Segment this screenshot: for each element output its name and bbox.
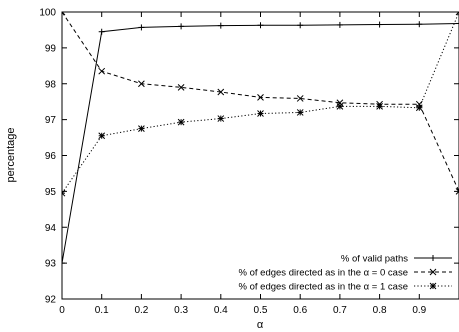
series-line-3 [62, 12, 459, 194]
data-point [376, 102, 383, 110]
data-point [456, 20, 459, 27]
x-tick-label: 0.1 [95, 305, 109, 316]
x-axis-title: α [257, 319, 264, 331]
data-point [257, 94, 264, 101]
data-point [138, 80, 145, 88]
legend-entry: % of edges directed as in the α = 0 case [239, 268, 452, 279]
data-point [416, 21, 423, 28]
data-point [178, 23, 185, 30]
data-point [336, 21, 343, 28]
series-line-2 [62, 12, 459, 192]
y-tick-label: 93 [45, 259, 57, 270]
data-point [257, 110, 264, 117]
data-point [217, 115, 225, 122]
x-axis: 0 0.1 0.2 0.3 0.4 0.5 0.6 0.7 0.8 0.9 [59, 12, 427, 316]
y-axis-title: percentage [5, 127, 17, 182]
data-point [217, 22, 224, 29]
data-point [336, 102, 344, 110]
data-point [257, 22, 264, 29]
data-point [98, 28, 105, 35]
x-tick-label: 0.8 [373, 305, 387, 316]
x-tick-label: 0.9 [412, 305, 426, 316]
data-point [98, 132, 106, 140]
x-tick-label: 0 [59, 305, 65, 316]
data-point [455, 12, 459, 16]
data-point [297, 22, 304, 29]
data-point [62, 189, 66, 197]
y-tick-label: 95 [45, 187, 57, 198]
data-point [296, 95, 304, 102]
x-tick-label: 0.3 [174, 305, 188, 316]
data-point [430, 255, 436, 261]
y-tick-label: 92 [45, 295, 57, 306]
legend-label: % of edges directed as in the α = 1 case [239, 282, 408, 293]
data-point [415, 104, 423, 112]
data-point [177, 83, 185, 91]
data-point [177, 118, 185, 126]
data-point [296, 109, 304, 116]
x-tick-label: 0.6 [293, 305, 307, 316]
legend-label: % of edges directed as in the α = 0 case [239, 268, 408, 279]
y-tick-label: 96 [45, 151, 57, 162]
legend-entry: % of edges directed as in the α = 1 case [239, 282, 452, 293]
x-tick-label: 0.5 [254, 305, 268, 316]
data-point [138, 125, 145, 132]
legend: % of valid paths % of edges directed as i… [239, 254, 452, 293]
legend-label: % of valid paths [341, 254, 408, 265]
data-point [98, 67, 106, 75]
data-point [429, 282, 437, 290]
series-layer [62, 12, 459, 267]
x-tick-label: 0.7 [333, 305, 347, 316]
y-tick-label: 98 [45, 79, 57, 90]
data-point [62, 260, 65, 267]
y-tick-label: 99 [45, 43, 57, 54]
legend-entry: % of valid paths [341, 254, 452, 265]
y-tick-label: 97 [45, 115, 57, 126]
data-point [62, 12, 66, 16]
data-point [429, 268, 437, 276]
x-tick-label: 0.4 [214, 305, 228, 316]
y-tick-label: 94 [45, 223, 57, 234]
x-tick-label: 0.2 [134, 305, 148, 316]
series-line-1 [62, 22, 459, 264]
data-point [217, 88, 225, 96]
data-point [455, 188, 459, 195]
y-axis: 92 93 94 95 96 97 98 99 100 [39, 8, 459, 306]
y-tick-label: 100 [39, 8, 56, 19]
data-point [138, 24, 145, 31]
data-point [376, 21, 383, 28]
